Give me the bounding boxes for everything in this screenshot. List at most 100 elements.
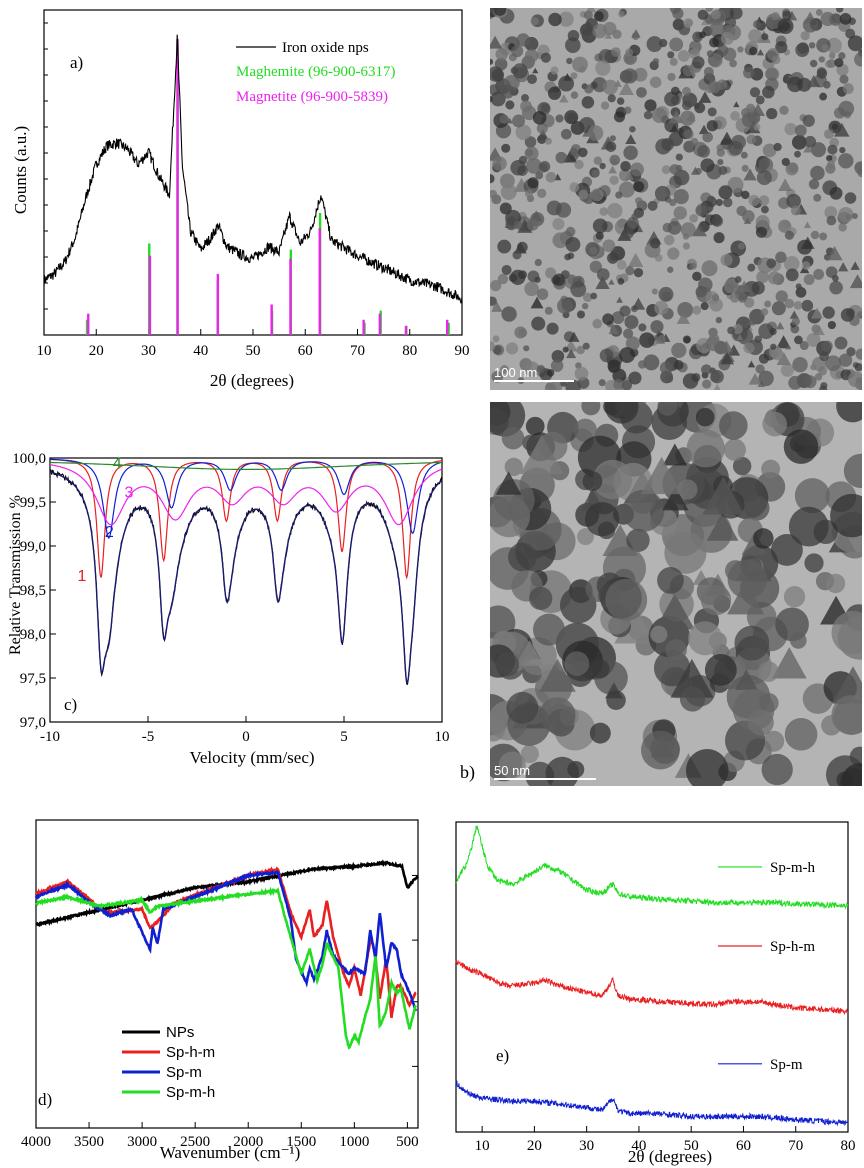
nanoparticle: [732, 456, 752, 476]
nanoparticle: [552, 232, 569, 249]
nanoparticle: [686, 429, 725, 468]
x-tick-label: 2500: [180, 1134, 210, 1150]
nanoparticle: [490, 66, 504, 82]
nanoparticle: [808, 42, 816, 49]
nanoparticle: [515, 124, 532, 141]
nanoparticle: [532, 67, 539, 74]
nanoparticle: [849, 746, 862, 767]
nanoparticle: [836, 8, 844, 13]
nanoparticle: [675, 153, 683, 161]
nanoparticle: [790, 205, 801, 216]
nanoparticle: [740, 151, 748, 159]
nanoparticle: [829, 280, 843, 295]
nanoparticle: [850, 261, 860, 270]
nanoparticle: [741, 164, 749, 172]
nanoparticle: [598, 49, 614, 64]
nanoparticle: [536, 122, 548, 134]
nanoparticle: [826, 154, 833, 162]
nanoparticle: [565, 379, 581, 390]
nanoparticle: [565, 237, 581, 252]
x-tick-label: 70: [788, 1138, 803, 1154]
nanoparticle: [762, 411, 787, 437]
nanoparticle: [749, 308, 765, 325]
nanoparticle: [555, 114, 564, 123]
nanoparticle: [644, 99, 657, 112]
nanoparticle: [621, 380, 633, 390]
scale-label: 50 nm: [494, 763, 531, 778]
nanoparticle: [584, 501, 620, 537]
nanoparticle: [544, 382, 557, 390]
nanoparticle: [547, 86, 562, 100]
nanoparticle: [566, 348, 577, 359]
nanoparticle: [662, 443, 688, 466]
x-tick-label: 40: [193, 343, 208, 359]
nanoparticle: [737, 242, 745, 250]
magnetite-stick: [362, 319, 365, 335]
nanoparticle: [490, 189, 498, 199]
x-tick-label: 30: [579, 1138, 594, 1154]
nanoparticle: [602, 239, 616, 253]
nanoparticle: [806, 75, 821, 88]
nanoparticle: [581, 96, 595, 109]
magnetite-stick: [318, 228, 321, 335]
nanoparticle: [624, 315, 639, 330]
nanoparticle: [546, 322, 559, 335]
nanoparticle: [577, 147, 588, 158]
nanoparticle: [699, 31, 706, 39]
nanoparticle: [658, 286, 674, 302]
nanoparticle: [832, 666, 862, 704]
nanoparticle: [694, 102, 706, 114]
nanoparticle: [792, 356, 808, 373]
nanoparticle: [667, 51, 675, 59]
x-tick-label: 10: [435, 729, 450, 745]
nanoparticle: [793, 301, 803, 310]
nanoparticle: [783, 429, 819, 464]
nanoparticle: [667, 220, 682, 235]
nanoparticle: [490, 58, 494, 65]
nanoparticle: [783, 586, 806, 608]
nanoparticle: [525, 158, 542, 174]
nanoparticle: [667, 266, 674, 274]
nanoparticle: [620, 160, 631, 172]
nanoparticle: [705, 8, 714, 12]
nanoparticle: [827, 160, 836, 169]
nanoparticle: [838, 207, 854, 223]
nanoparticle: [803, 375, 817, 389]
nanoparticle: [785, 162, 799, 176]
nanoparticle: [583, 10, 593, 20]
nanoparticle: [757, 661, 779, 682]
x-tick-label: 1500: [286, 1134, 316, 1150]
nanoparticle: [826, 245, 843, 261]
nanoparticle: [769, 328, 777, 336]
nanoparticle: [650, 320, 664, 334]
nanoparticle: [536, 364, 546, 374]
x-tick-label: 2000: [233, 1134, 263, 1150]
nanoparticle: [733, 101, 740, 108]
nanoparticle: [818, 56, 826, 63]
nanoparticle: [839, 147, 846, 154]
nanoparticle: [734, 625, 770, 661]
nanoparticle: [490, 341, 496, 352]
plot-frame: [43, 9, 463, 336]
nanoparticle: [734, 669, 758, 690]
nanoparticle: [500, 365, 509, 374]
nanoparticle: [775, 290, 788, 303]
nanoparticle: [550, 66, 559, 75]
nanoparticle: [821, 340, 833, 352]
nanoparticle: [738, 294, 747, 303]
nanoparticle: [827, 320, 836, 330]
nanoparticle: [559, 94, 569, 103]
nanoparticle: [695, 204, 708, 217]
magnetite-stick: [289, 258, 292, 335]
nanoparticle: [758, 323, 775, 340]
x-tick-label: 60: [736, 1138, 751, 1154]
magnetite-stick: [270, 304, 273, 335]
nanoparticle: [845, 213, 852, 221]
nanoparticle: [617, 278, 625, 285]
nanoparticle: [756, 49, 765, 56]
nanoparticle: [524, 189, 534, 198]
nanoparticle: [745, 103, 756, 113]
legend-sp-m: Sp-m: [770, 1057, 803, 1073]
nanoparticle: [630, 162, 644, 177]
nanoparticle: [785, 268, 799, 282]
